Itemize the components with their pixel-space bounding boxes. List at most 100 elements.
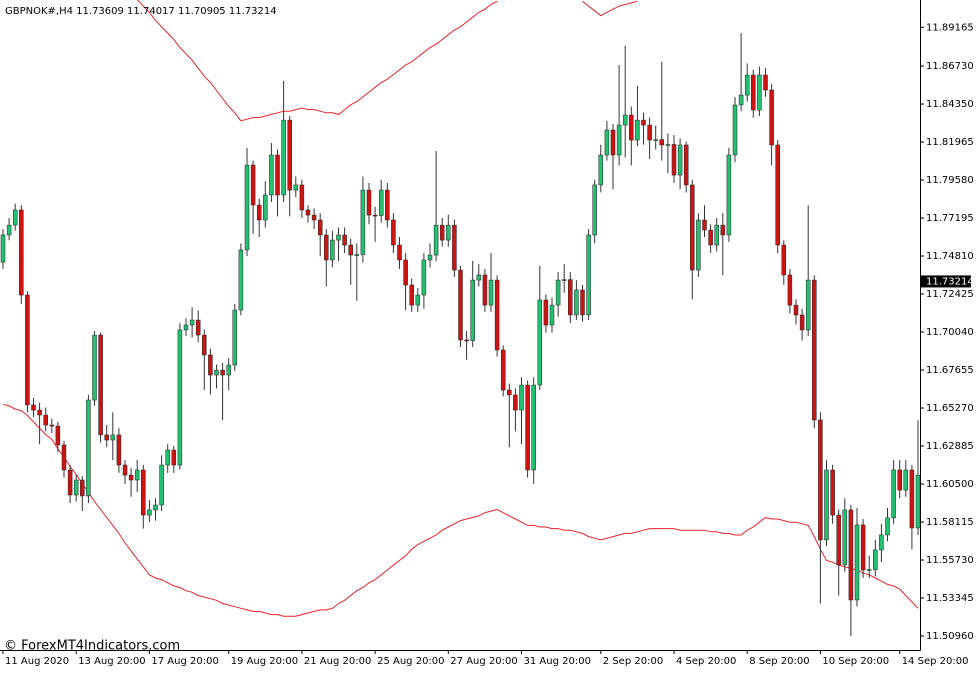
candle-body: [775, 144, 780, 246]
candle-body: [653, 139, 658, 141]
x-tick-label: 31 Aug 20:00: [524, 656, 591, 667]
candle-body: [189, 319, 195, 326]
candle-body: [464, 339, 469, 342]
x-tick-label: 17 Aug 20:00: [151, 656, 218, 667]
candle-body: [574, 289, 579, 316]
candle-body: [195, 319, 201, 336]
candle-body: [275, 154, 280, 196]
candle-body: [744, 74, 750, 96]
y-tick-label: 11.81965: [926, 137, 974, 148]
y-tick-label: 11.50960: [926, 631, 974, 642]
candle-body: [488, 279, 494, 306]
candle-body: [348, 244, 353, 256]
candle-body: [836, 514, 841, 566]
candle-body: [305, 209, 311, 216]
candle-body: [915, 474, 920, 529]
candle-body: [287, 119, 292, 191]
candle-body: [446, 224, 451, 241]
candle-body: [256, 204, 262, 221]
x-tick-label: 2 Sep 20:00: [603, 656, 663, 667]
candle-body: [165, 449, 170, 466]
y-tick-label: 11.79580: [926, 175, 974, 186]
candle-body: [885, 517, 890, 536]
candle-body: [635, 119, 640, 141]
candle-body: [439, 224, 445, 241]
candle-body: [561, 279, 567, 281]
candle-body: [12, 209, 18, 226]
watermark: © ForexMT4Indicators.com: [4, 639, 180, 654]
current-price-label: 11.73214: [926, 276, 974, 287]
candle-body: [299, 184, 305, 211]
candle-body: [513, 394, 518, 411]
candle-body: [159, 464, 164, 506]
candle-body: [879, 534, 884, 551]
candle-body: [104, 434, 109, 441]
candle-body: [421, 259, 427, 296]
candle-body: [98, 334, 103, 436]
x-tick-label: 25 Aug 20:00: [377, 656, 444, 667]
candle-body: [61, 444, 67, 471]
candle-body: [616, 124, 622, 156]
candle-body: [250, 164, 256, 206]
candle-body: [311, 214, 317, 221]
candle-body: [330, 239, 335, 261]
candle-body: [769, 89, 774, 146]
candle-body: [586, 234, 591, 316]
candle-body: [354, 254, 360, 256]
candle-body: [458, 269, 463, 341]
candle-body: [214, 369, 219, 376]
x-tick-label: 21 Aug 20:00: [304, 656, 371, 667]
candle-body: [598, 154, 604, 186]
candle-body: [763, 74, 768, 91]
candle-body: [55, 425, 61, 446]
candle-body: [549, 304, 555, 326]
y-tick-label: 11.86730: [926, 61, 974, 72]
candle-body: [378, 189, 384, 216]
y-tick-label: 11.62885: [926, 441, 974, 452]
y-tick-label: 11.60500: [926, 479, 974, 490]
candle-body: [665, 144, 671, 146]
y-tick-label: 11.70040: [926, 327, 974, 338]
x-tick-label: 14 Sep 20:00: [902, 656, 969, 667]
envelope-line: [136, 0, 638, 122]
candle-body: [67, 469, 73, 496]
candle-body: [86, 399, 91, 497]
candle-body: [909, 469, 915, 529]
candle-body: [403, 259, 408, 286]
candle-body: [519, 384, 524, 411]
candle-body: [683, 144, 689, 186]
candle-body: [818, 419, 823, 541]
x-tick-label: 4 Sep 20:00: [676, 656, 736, 667]
candle-body: [183, 324, 189, 331]
candle-body: [238, 249, 244, 311]
candle-body: [507, 389, 512, 396]
candle-body: [873, 549, 878, 570]
candle-body: [751, 74, 756, 111]
candle-body: [830, 469, 835, 516]
candle-body: [641, 119, 646, 126]
candle-body: [19, 209, 24, 296]
candle-body: [494, 279, 500, 351]
y-tick-label: 11.72425: [926, 289, 974, 300]
envelope-line: [2, 403, 919, 617]
candle-body: [110, 434, 116, 441]
candle-body: [757, 74, 762, 111]
candle-body: [31, 404, 36, 411]
candle-body: [812, 279, 817, 421]
candle-body: [49, 424, 55, 427]
candle-body: [580, 289, 585, 316]
candle-body: [452, 224, 457, 271]
candle-body: [732, 104, 738, 156]
candle-body: [629, 114, 634, 141]
candle-body: [385, 189, 390, 221]
candle-body: [232, 309, 238, 366]
candle-body: [824, 469, 829, 541]
candle-body: [647, 124, 652, 141]
candle-body: [482, 274, 488, 306]
candle-body: [25, 294, 30, 406]
candle-body: [269, 154, 274, 196]
candle-body: [433, 224, 439, 256]
x-tick-label: 13 Aug 20:00: [78, 656, 145, 667]
candle-body: [128, 474, 134, 481]
candle-body: [342, 234, 347, 246]
